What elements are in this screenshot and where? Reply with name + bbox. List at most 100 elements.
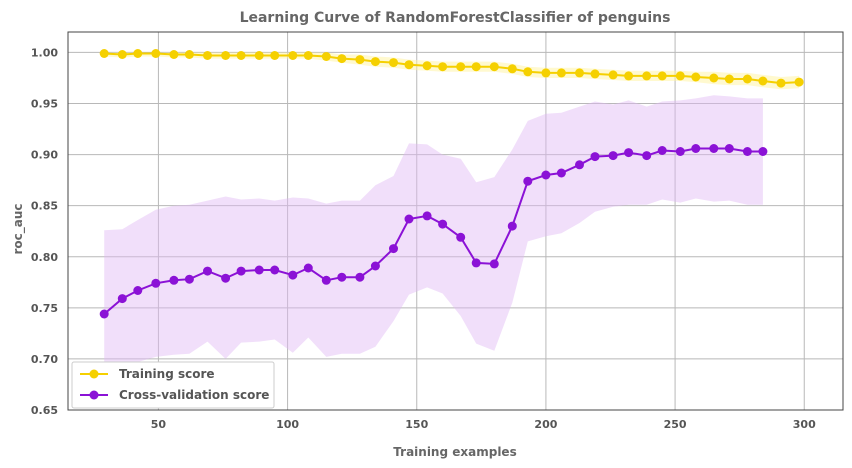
plot-frame [67,31,844,411]
cv-score-point [624,148,634,158]
x-axis-label: Training examples [393,445,516,459]
cv-score-point [456,232,466,242]
x-tick-label: 50 [151,418,167,431]
training-score-point [590,69,600,79]
cv-score-band [104,95,763,370]
x-tick-label: 100 [276,418,299,431]
cv-score-point [133,286,143,295]
y-tick-label: 0.90 [31,149,58,162]
y-tick-label: 1.00 [31,46,58,59]
chart-title: Learning Curve of RandomForestClassifier… [240,10,671,26]
training-score-point [456,62,466,72]
training-score-point [742,74,752,84]
training-score-point [236,51,246,60]
cv-score-point [590,152,600,162]
x-tick-label: 200 [534,418,557,431]
training-score-point [389,58,398,68]
y-tick-label: 0.70 [31,353,58,366]
training-score-point [776,78,786,88]
training-score-point [370,57,380,67]
y-tick-label: 0.75 [31,302,58,315]
cv-score-point [523,176,533,186]
cv-score-point [404,214,414,224]
cv-score-point [422,211,432,221]
training-score-point [523,67,533,77]
training-score-point [575,68,584,78]
training-score-point [337,54,347,64]
cv-score-point [151,278,161,288]
y-axis-ticks: 0.65 0.70 0.75 0.80 0.85 0.90 0.95 1.00 [31,46,58,417]
plot-background [68,32,843,410]
training-score-point [624,71,634,81]
training-score-band [104,52,800,90]
cv-score-point [438,219,448,229]
cv-score-point [642,151,652,161]
training-score-point [270,51,280,60]
training-score-point [758,76,768,86]
cv-score-point [270,265,280,275]
cv-score-point [575,160,584,170]
cv-score-point [742,147,752,156]
training-score-point [117,50,127,59]
cv-score-point [169,275,179,285]
x-tick-label: 250 [664,418,687,431]
legend-cv-marker [89,390,99,400]
training-score-point [794,77,804,87]
cv-score-point [184,274,194,284]
x-axis-ticks: 50 100 150 200 250 300 [151,418,816,431]
cv-score-point [203,266,212,276]
cv-score-point [99,309,109,319]
cv-score-point [288,270,298,280]
cv-score-point [117,294,127,304]
cv-score-line [103,147,763,315]
x-tick-label: 150 [405,418,428,431]
cv-score-point [724,144,734,153]
cv-score-point [355,272,365,282]
training-score-point [288,51,298,60]
y-tick-label: 0.65 [31,404,58,417]
legend: Training score Cross-validation score [71,361,275,409]
cv-score-point [236,266,246,276]
cv-score-point [221,273,231,283]
training-score-point [184,50,194,59]
training-score-point [303,51,313,60]
training-score-point [657,71,667,81]
training-score-point [556,68,566,78]
training-score-point [438,62,448,72]
training-score-point [709,73,719,83]
training-score-point [169,50,179,59]
x-tick-label: 300 [793,418,816,431]
y-tick-label: 0.80 [31,251,58,264]
y-tick-label: 0.85 [31,200,58,213]
cv-score-point [657,146,667,155]
legend-training-label: Training score [119,367,215,381]
training-score-point [254,51,264,60]
cv-score-point [691,144,701,153]
training-score-point [203,51,212,60]
cv-score-point [389,244,398,254]
cv-score-point [254,265,264,275]
cv-score-point [507,221,517,231]
training-score-point [724,74,734,84]
training-score-point [507,64,517,74]
score-bands [104,52,800,370]
training-score-point [471,62,481,72]
training-score-point [221,51,231,60]
cv-score-point [471,258,481,268]
cv-score-point [709,144,719,153]
legend-cv-label: Cross-validation score [119,388,269,402]
training-score-point [489,62,499,72]
training-score-point [608,70,618,80]
training-score-point [151,49,161,58]
score-points [99,49,804,319]
cv-score-point [321,275,331,285]
y-tick-label: 0.95 [31,98,58,111]
plot-area [68,32,843,410]
training-score-point [404,60,414,70]
training-score-point [321,52,331,61]
cv-score-point [608,151,618,161]
cv-score-point [337,272,347,282]
y-axis-label: roc_auc [11,203,26,254]
cv-score-point [303,263,313,273]
